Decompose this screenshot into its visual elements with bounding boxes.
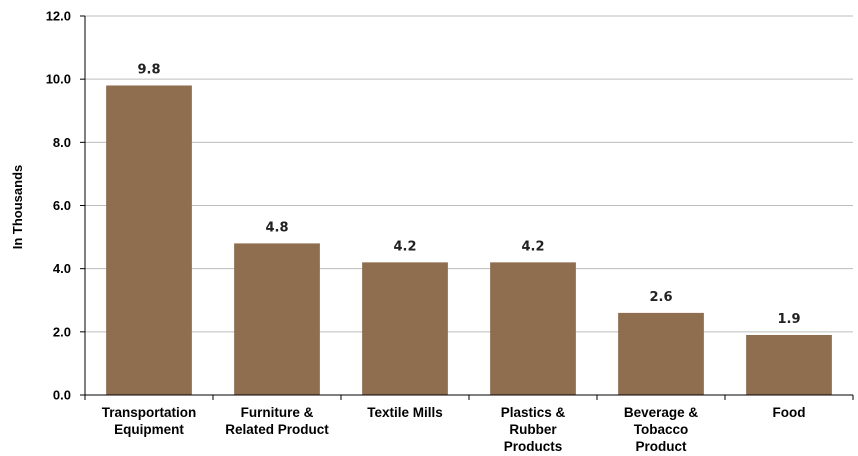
category-label-line: Furniture & — [241, 405, 314, 420]
category-label: Beverage & Tobacco Product — [624, 405, 699, 454]
y-tick-label: 6.0 — [53, 198, 71, 213]
category-label-line: Products — [504, 439, 563, 454]
category-label-line: Plastics & — [501, 405, 566, 420]
axes — [80, 15, 854, 400]
category-label: Textile Mills — [367, 405, 443, 420]
category-label-line: Tobacco — [634, 422, 689, 437]
data-label: 9.8 — [137, 62, 160, 77]
data-label: 1.9 — [777, 312, 800, 327]
category-label: Transportation Equipment — [102, 405, 197, 437]
bar — [362, 262, 448, 395]
data-label: 4.2 — [521, 239, 544, 254]
bar — [234, 243, 320, 395]
y-tick-label: 4.0 — [53, 261, 71, 276]
y-tick-label: 2.0 — [53, 324, 71, 339]
data-label: 4.8 — [265, 220, 288, 235]
category-label-line: Related Product — [225, 422, 329, 437]
y-tick-label: 0.0 — [53, 388, 71, 403]
bar — [490, 262, 576, 395]
category-label-line: Product — [635, 439, 687, 454]
data-label: 4.2 — [393, 239, 416, 254]
category-label: Plastics & Rubber Products — [501, 405, 566, 454]
category-label-line: Transportation — [102, 405, 197, 420]
category-label-line: Textile Mills — [367, 405, 443, 420]
data-label: 2.6 — [649, 290, 672, 305]
labels: 0.0 2.0 4.0 6.0 8.0 10.0 12.0 9.8 Transportation… — [46, 9, 806, 455]
y-axis-title: In Thousands — [10, 165, 25, 250]
category-label: Food — [773, 405, 806, 420]
y-tick-label: 8.0 — [53, 135, 71, 150]
category-label-line: Equipment — [114, 422, 184, 437]
category-label-line: Beverage & — [624, 405, 699, 420]
y-tick-label: 10.0 — [46, 72, 71, 87]
category-label: Furniture & Related Product — [225, 405, 329, 437]
bars — [106, 85, 832, 395]
category-label-line: Rubber — [509, 422, 557, 437]
y-tick-label: 12.0 — [46, 9, 71, 24]
category-label-line: Food — [773, 405, 806, 420]
gridlines — [85, 15, 853, 333]
bar — [618, 312, 704, 395]
bar — [746, 334, 832, 395]
bar — [106, 85, 192, 395]
